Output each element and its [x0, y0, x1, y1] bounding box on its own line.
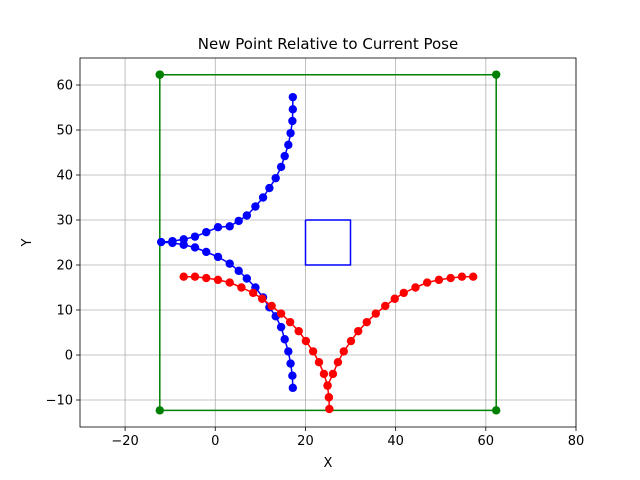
- data-point: [286, 359, 295, 368]
- data-point: [237, 283, 246, 292]
- data-point: [248, 288, 258, 298]
- chart-title: New Point Relative to Current Pose: [198, 35, 458, 53]
- data-point: [265, 183, 274, 193]
- data-point: [251, 202, 260, 211]
- data-point: [390, 294, 399, 303]
- data-point: [280, 335, 289, 344]
- data-point: [225, 222, 234, 231]
- y-tick-label: 20: [56, 259, 73, 274]
- y-tick-label: 60: [56, 79, 73, 94]
- data-point: [288, 92, 298, 102]
- series-3: [179, 272, 478, 414]
- data-point: [288, 116, 297, 126]
- grid: [80, 58, 577, 427]
- data-point: [288, 371, 297, 380]
- data-point: [308, 347, 318, 356]
- data-point: [381, 301, 390, 311]
- x-tick-label: 60: [478, 434, 495, 449]
- data-point: [325, 404, 334, 414]
- data-point: [179, 240, 188, 249]
- data-point: [202, 227, 211, 237]
- series-line: [159, 73, 497, 412]
- data-point: [190, 243, 200, 252]
- data-point: [491, 406, 501, 415]
- data-point: [468, 272, 478, 281]
- series-layer: [155, 70, 501, 415]
- data-point: [156, 237, 166, 247]
- data-point: [346, 336, 356, 346]
- data-point: [411, 283, 420, 292]
- data-point: [258, 193, 268, 202]
- data-point: [168, 238, 177, 248]
- y-tick-label: 50: [56, 124, 73, 139]
- data-point: [323, 381, 332, 390]
- data-point: [280, 151, 289, 161]
- x-tick-label: 0: [211, 434, 219, 449]
- data-point: [225, 259, 234, 268]
- data-point: [294, 326, 303, 336]
- data-point: [319, 369, 329, 379]
- data-point: [242, 211, 252, 220]
- data-point: [271, 173, 280, 183]
- data-point: [267, 301, 276, 311]
- data-point: [234, 266, 243, 276]
- data-point: [202, 247, 211, 257]
- data-point: [257, 294, 267, 303]
- data-point: [202, 273, 211, 283]
- series-line: [304, 219, 352, 266]
- data-point: [213, 252, 223, 262]
- series-0: [155, 70, 501, 415]
- data-point: [284, 140, 293, 150]
- data-point: [328, 369, 338, 379]
- x-tick-label: 20: [297, 434, 314, 449]
- data-point: [362, 317, 371, 327]
- data-point: [286, 128, 295, 138]
- x-tick-label: 80: [568, 434, 585, 449]
- data-point: [423, 278, 432, 287]
- data-point: [225, 278, 234, 287]
- data-point: [242, 274, 252, 283]
- series-2: [156, 92, 298, 393]
- y-tick-label: −10: [46, 394, 73, 409]
- data-point: [314, 358, 324, 367]
- data-point: [285, 317, 295, 327]
- data-point: [288, 105, 298, 114]
- data-point: [339, 347, 348, 356]
- y-tick-label: 10: [56, 304, 73, 319]
- data-point: [399, 288, 408, 298]
- data-point: [301, 336, 311, 346]
- data-point: [155, 406, 165, 415]
- data-point: [434, 275, 444, 285]
- data-point: [155, 70, 165, 79]
- data-point: [213, 223, 223, 232]
- data-point: [213, 275, 223, 285]
- data-point: [354, 326, 363, 336]
- series-1: [304, 219, 352, 266]
- ticks: −20 0 20 40 60 80 −10 0 10 20 30 40 50 60: [46, 79, 585, 450]
- data-point: [276, 322, 286, 332]
- data-point: [284, 347, 293, 356]
- x-tick-label: −20: [111, 434, 138, 449]
- y-axis-label: Y: [20, 238, 35, 247]
- data-point: [491, 70, 501, 79]
- data-point: [371, 309, 380, 318]
- data-point: [179, 272, 188, 281]
- data-point: [276, 162, 286, 172]
- data-point: [446, 273, 455, 283]
- data-point: [457, 272, 467, 281]
- plot-frame: [79, 57, 577, 428]
- x-axis-label: X: [324, 456, 333, 471]
- data-point: [333, 358, 343, 367]
- data-point: [234, 216, 243, 226]
- x-tick-label: 40: [387, 434, 404, 449]
- data-point: [190, 232, 200, 241]
- data-point: [190, 272, 200, 281]
- data-point: [324, 393, 334, 402]
- y-tick-label: 30: [56, 214, 73, 229]
- y-tick-label: 0: [65, 349, 73, 364]
- data-point: [288, 383, 298, 393]
- data-point: [276, 309, 286, 318]
- y-tick-label: 40: [56, 169, 73, 184]
